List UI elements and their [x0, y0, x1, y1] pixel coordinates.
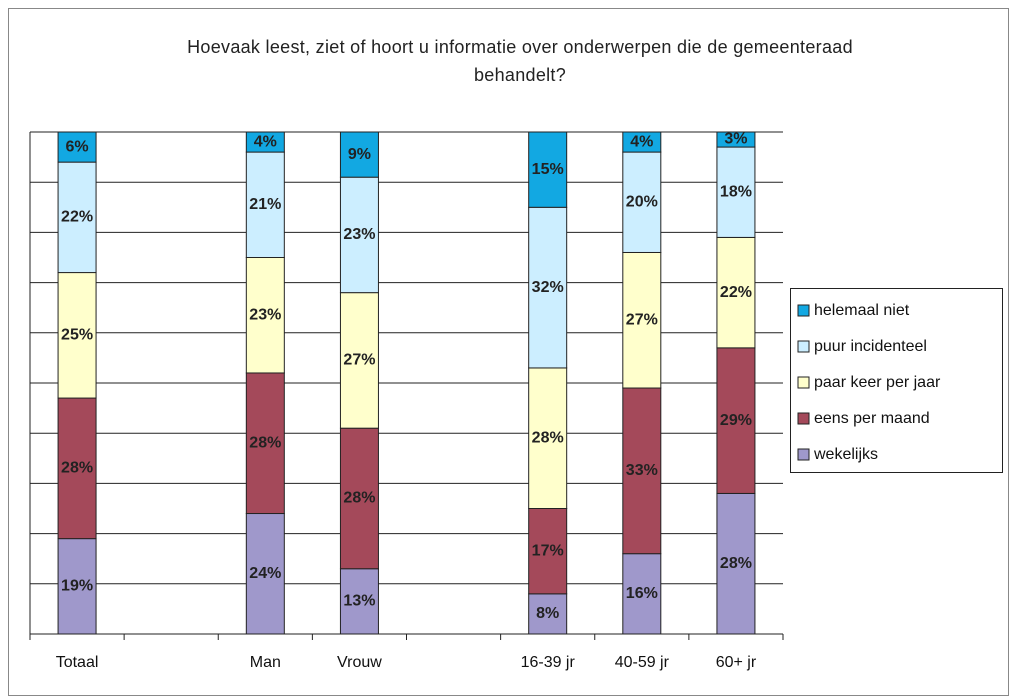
data-label: 27% [626, 311, 658, 328]
data-label: 28% [249, 434, 281, 451]
legend-swatch [797, 304, 810, 317]
data-label: 27% [343, 352, 375, 369]
legend-swatch [797, 340, 810, 353]
data-label: 4% [630, 133, 653, 150]
data-label: 17% [532, 542, 564, 559]
legend-label: paar keer per jaar [814, 374, 941, 391]
data-label: 23% [249, 306, 281, 323]
data-label: 32% [532, 279, 564, 296]
bar-segment [622, 251, 662, 389]
data-label: 18% [720, 183, 752, 200]
data-label: 13% [343, 593, 375, 610]
data-label: 24% [249, 565, 281, 582]
data-label: 3% [724, 131, 747, 148]
legend-label: helemaal niet [814, 302, 910, 319]
data-label: 22% [61, 209, 93, 226]
bar-segment [57, 272, 97, 399]
bar-segment [622, 387, 662, 555]
bar-segment [716, 146, 756, 238]
bar-segment [528, 131, 568, 208]
data-label: 29% [720, 412, 752, 429]
data-label: 19% [61, 578, 93, 595]
x-tick-label: Man [250, 654, 281, 671]
legend-label: wekelijks [813, 446, 878, 463]
legend-swatch [797, 412, 810, 425]
bar-segment [339, 176, 379, 294]
bar-segment [528, 367, 568, 509]
bar-segment [245, 513, 285, 635]
bar-segment [57, 131, 97, 163]
x-tick-label: 16-39 jr [521, 654, 576, 671]
bar-segment [622, 553, 662, 635]
bar-segment [245, 151, 285, 258]
bar-segment [622, 151, 662, 253]
legend-box [790, 288, 1003, 473]
x-tick-label: 60+ jr [716, 654, 757, 671]
x-tick-label: 40-59 jr [615, 654, 670, 671]
bar-segment [339, 131, 379, 178]
bar-segment [716, 347, 756, 494]
data-label: 4% [254, 133, 277, 150]
data-label: 22% [720, 284, 752, 301]
chart-title: Hoevaak leest, ziet of hoort u informati… [187, 37, 853, 85]
bar-segment [245, 372, 285, 515]
x-tick-label: Totaal [56, 654, 99, 671]
bar-segment [245, 257, 285, 374]
data-label: 28% [343, 490, 375, 507]
legend-label: puur incidenteel [814, 338, 927, 355]
bar-segment [716, 492, 756, 635]
bar-segment [245, 131, 285, 153]
data-label: 15% [532, 161, 564, 178]
data-label: 33% [626, 462, 658, 479]
legend-swatch [797, 448, 810, 461]
x-tick-label: Vrouw [337, 654, 382, 671]
bar-segment [716, 131, 756, 148]
data-label: 28% [720, 555, 752, 572]
data-label: 28% [532, 429, 564, 446]
data-label: 21% [249, 196, 281, 213]
data-label: 16% [626, 585, 658, 602]
legend-swatch [797, 376, 810, 389]
data-label: 23% [343, 226, 375, 243]
data-label: 20% [626, 193, 658, 210]
data-label: 6% [66, 138, 89, 155]
bar-segment [57, 161, 97, 274]
data-label: 28% [61, 460, 93, 477]
bar-segment [528, 508, 568, 595]
bar-segment [528, 593, 568, 635]
data-label: 25% [61, 327, 93, 344]
legend-label: eens per maand [814, 410, 930, 427]
data-label: 9% [348, 146, 371, 163]
bar-segment [622, 131, 662, 153]
data-label: 8% [536, 605, 559, 622]
